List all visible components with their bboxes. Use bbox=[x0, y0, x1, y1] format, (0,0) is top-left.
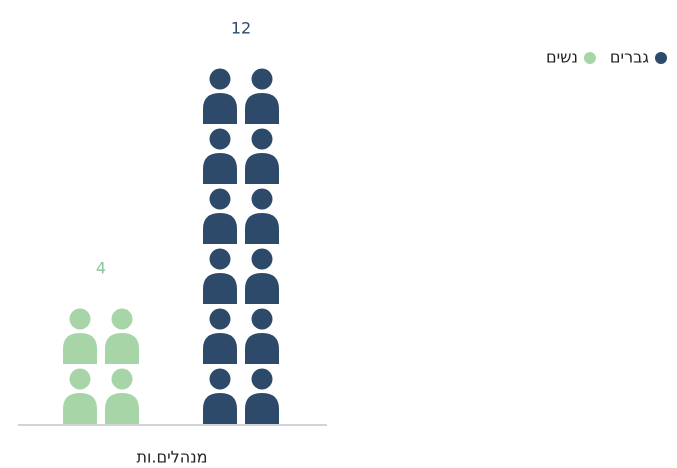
person-head bbox=[251, 248, 273, 270]
person-head bbox=[251, 308, 273, 330]
person-head bbox=[69, 308, 91, 330]
person-body bbox=[203, 333, 237, 364]
person-head bbox=[209, 128, 231, 150]
person-head bbox=[209, 188, 231, 210]
person-body bbox=[245, 93, 279, 124]
person-body bbox=[245, 213, 279, 244]
person-body bbox=[105, 333, 139, 364]
person-body bbox=[245, 393, 279, 424]
pictogram-stack bbox=[203, 68, 279, 424]
x-tick-label: מנהלים.ות bbox=[137, 448, 208, 467]
person-body bbox=[245, 153, 279, 184]
person-body bbox=[203, 153, 237, 184]
value-label: 12 bbox=[231, 19, 251, 38]
legend-swatch bbox=[655, 52, 667, 64]
pictogram-stack bbox=[63, 308, 139, 424]
person-body bbox=[203, 93, 237, 124]
person-head bbox=[209, 308, 231, 330]
person-body bbox=[63, 393, 97, 424]
legend-swatch bbox=[583, 52, 596, 64]
person-body bbox=[203, 393, 237, 424]
person-body bbox=[105, 393, 139, 424]
person-head bbox=[251, 368, 273, 390]
value-label: 4 bbox=[96, 259, 106, 278]
person-head bbox=[209, 68, 231, 90]
legend-label: גברים bbox=[610, 48, 649, 67]
person-head bbox=[69, 368, 91, 390]
person-head bbox=[251, 188, 273, 210]
person-head bbox=[251, 128, 273, 150]
person-head bbox=[111, 308, 133, 330]
person-body bbox=[245, 333, 279, 364]
person-head bbox=[209, 248, 231, 270]
person-head bbox=[111, 368, 133, 390]
person-head bbox=[251, 68, 273, 90]
legend-label: נשים bbox=[546, 48, 578, 67]
person-body bbox=[245, 273, 279, 304]
person-body bbox=[63, 333, 97, 364]
person-head bbox=[209, 368, 231, 390]
person-body bbox=[203, 273, 237, 304]
person-body bbox=[203, 213, 237, 244]
